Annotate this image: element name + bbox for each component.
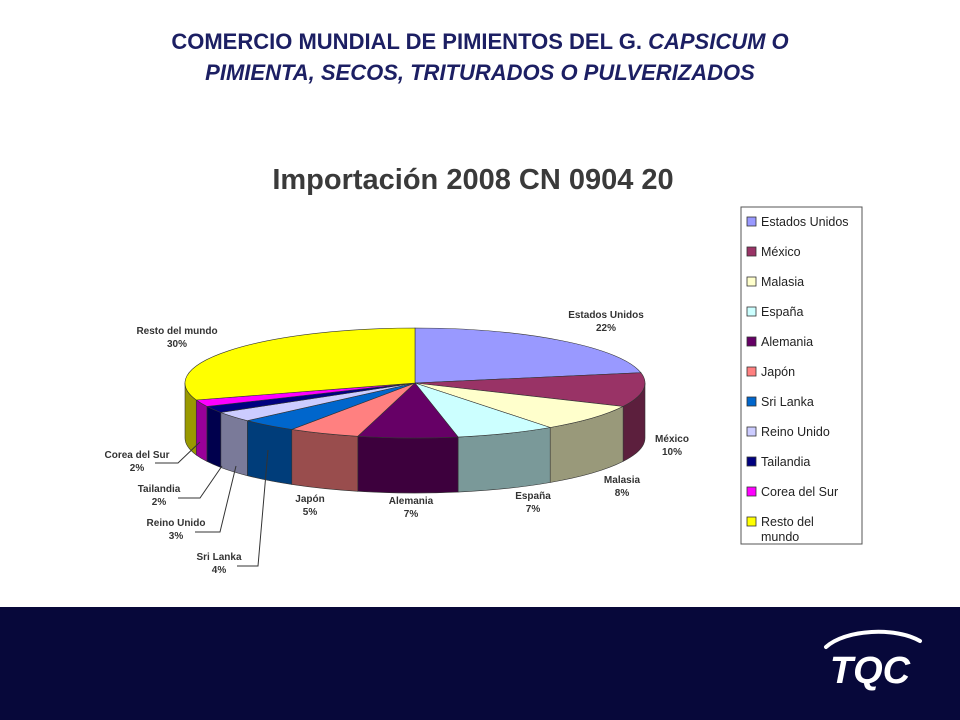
data-value-espana: 7% (526, 504, 541, 515)
legend-swatch-estados-unidos (746, 216, 757, 227)
legend-item-malasia: Malasia (761, 275, 804, 289)
pie-leader-lines (155, 441, 269, 567)
pie-slice-resto-del-mundo (184, 327, 416, 401)
pie-slice-espana (414, 382, 551, 438)
data-value-alemania: 7% (404, 509, 419, 520)
legend-swatch-corea-del-sur (746, 486, 757, 497)
legend-swatch-japon (746, 366, 757, 377)
footer-band: TQC (0, 607, 960, 720)
tqc-logo: TQC (824, 629, 922, 692)
pie-side-corea-del-sur (195, 399, 208, 462)
pie-slice-estados-unidos (414, 327, 642, 384)
leader-line-reino-unido (195, 465, 237, 533)
leader-line-tailandia (178, 465, 223, 499)
data-label-resto-del-mundo: Resto del mundo (136, 326, 217, 337)
pie-data-labels: Estados Unidos 22% México 10% Malasia 8% Españ… (104, 310, 688, 576)
data-label-reino-unido: Reino Unido (147, 518, 206, 529)
title-line-2: PIMIENTA, SECOS, TRITURADOS O PULVERIZAD… (40, 57, 920, 88)
legend-swatch-malasia (746, 276, 757, 287)
title-line-1: COMERCIO MUNDIAL DE PIMIENTOS DEL G. CAP… (40, 26, 920, 57)
legend-swatch-reino-unido (746, 426, 757, 437)
legend-border (740, 206, 863, 545)
legend-swatch-tailandia (746, 456, 757, 467)
legend-item-corea-del-sur: Corea del Sur (761, 485, 838, 499)
legend-swatch-mexico (746, 246, 757, 257)
pie-slice-malasia (414, 382, 625, 428)
title-line-1-plain: COMERCIO MUNDIAL DE PIMIENTOS DEL G. (171, 29, 649, 54)
data-label-corea-del-sur: Corea del Sur (104, 450, 169, 461)
legend-swatch-resto-del-mundo (746, 516, 757, 527)
legend-item-reino-unido: Reino Unido (761, 425, 830, 439)
legend-item-espana: España (761, 305, 803, 319)
pie-top (184, 327, 646, 439)
legend-item-tailandia: Tailandia (761, 455, 810, 469)
data-value-resto-del-mundo: 30% (167, 339, 187, 350)
data-value-malasia: 8% (615, 488, 630, 499)
logo-swoosh (824, 629, 922, 649)
pie-sides (184, 382, 646, 494)
chart-title: Importación 2008 CN 0904 20 (272, 164, 673, 196)
data-label-sri-lanka: Sri Lanka (196, 552, 241, 563)
data-value-mexico: 10% (662, 447, 682, 458)
legend-swatch-sri-lanka (746, 396, 757, 407)
legend-item-alemania: Alemania (761, 335, 813, 349)
data-label-malasia: Malasia (604, 475, 641, 486)
legend-item-japon: Japón (761, 365, 795, 379)
legend-item-resto-del-mundo: Resto del mundo (761, 515, 814, 544)
legend-swatch-alemania (746, 336, 757, 347)
pie-side-tailandia (206, 405, 222, 468)
pie-side-sri-lanka (247, 420, 293, 485)
title-line-2-italic: PIMIENTA, SECOS, TRITURADOS O PULVERIZAD… (205, 60, 755, 85)
data-value-estados-unidos: 22% (596, 323, 616, 334)
pie-slice-mexico (414, 372, 646, 407)
data-value-reino-unido: 3% (169, 531, 184, 542)
pie-side-reino-unido (220, 412, 248, 477)
data-label-mexico: México (655, 434, 689, 445)
data-label-estados-unidos: Estados Unidos (568, 310, 644, 321)
data-value-corea-del-sur: 2% (130, 463, 145, 474)
legend-item-estados-unidos: Estados Unidos (761, 215, 849, 229)
pie-chart: Importación 2008 CN 0904 20 Estados Unid… (104, 164, 863, 576)
leader-line-corea-del-sur (155, 441, 201, 464)
logo-text: TQC (830, 650, 911, 692)
data-label-japon: Japón (295, 494, 324, 505)
data-value-japon: 5% (303, 507, 318, 518)
legend-item-sri-lanka: Sri Lanka (761, 395, 814, 409)
data-label-alemania: Alemania (389, 496, 434, 507)
data-value-sri-lanka: 4% (212, 565, 227, 576)
pie-side-alemania (357, 435, 459, 494)
data-label-tailandia: Tailandia (138, 484, 181, 495)
legend-swatch-espana (746, 306, 757, 317)
title-line-1-italic: CAPSICUM O (648, 29, 789, 54)
pie-side-espana (457, 427, 551, 493)
data-value-tailandia: 2% (152, 497, 167, 508)
legend-item-mexico: México (761, 245, 801, 259)
slide-title: COMERCIO MUNDIAL DE PIMIENTOS DEL G. CAP… (40, 26, 920, 88)
data-label-espana: España (515, 491, 551, 502)
leader-line-sri-lanka (237, 449, 269, 567)
chart-legend: Estados Unidos México Malasia España Alemani… (740, 206, 863, 545)
pie-slice-alemania (357, 382, 459, 439)
pie-side-japon (291, 429, 359, 492)
